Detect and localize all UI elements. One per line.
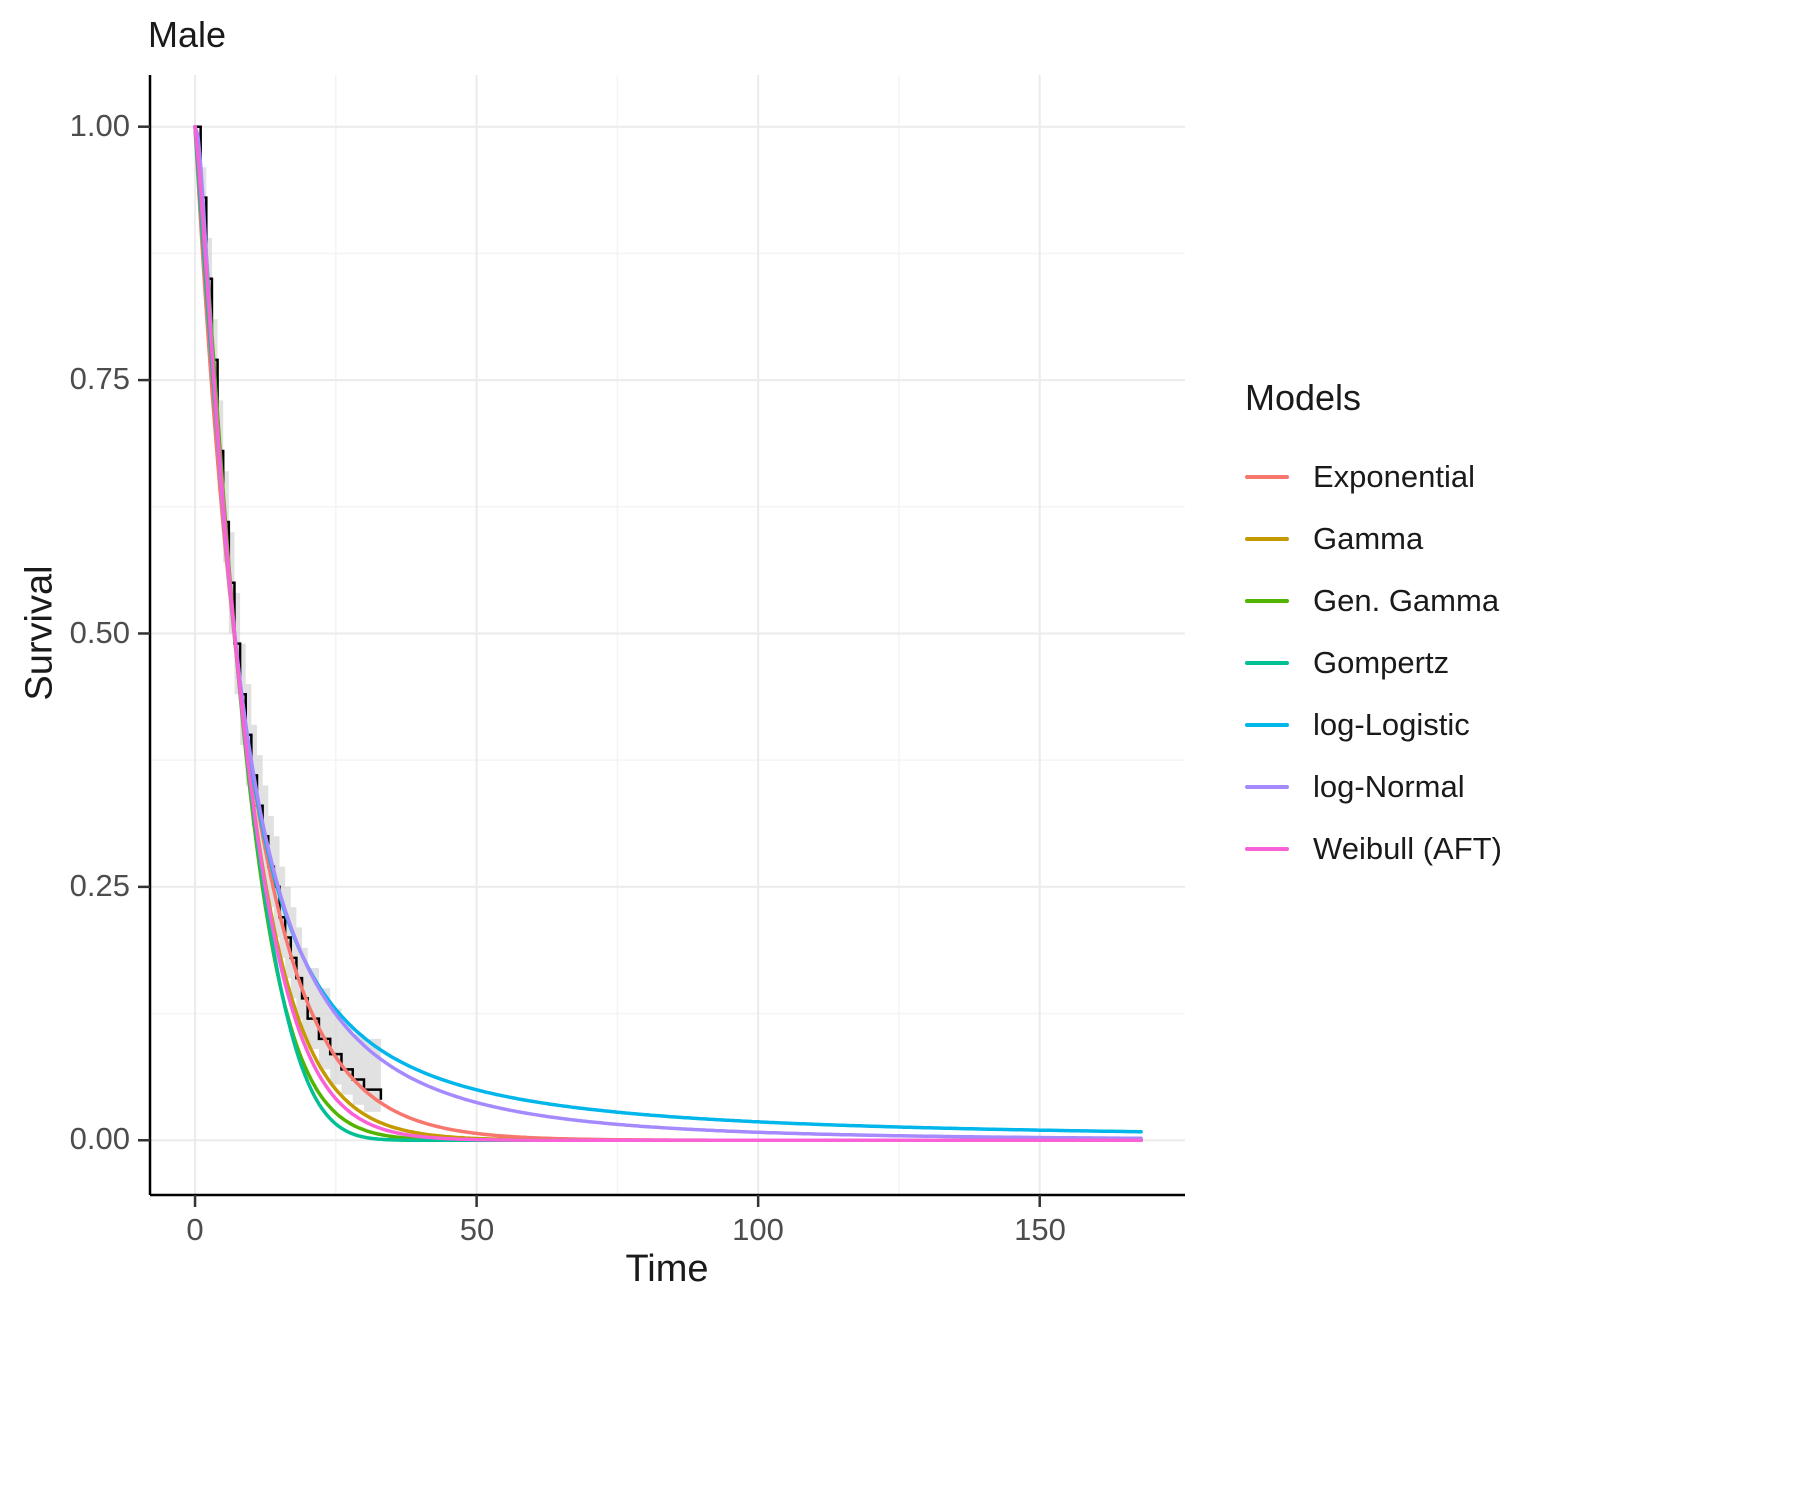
legend-item-weibull-aft: Weibull (AFT) — [1245, 818, 1585, 880]
y-tick-label-0.25: 0.25 — [69, 868, 130, 903]
legend-label: log-Normal — [1313, 769, 1465, 804]
y-tick-label-0.75: 0.75 — [69, 361, 130, 396]
x-tick-label-50: 50 — [459, 1212, 495, 1247]
log-normal-line-swatch — [1245, 785, 1289, 789]
legend-label: Gamma — [1313, 521, 1424, 556]
gen-gamma-line-swatch — [1245, 599, 1289, 603]
log-logistic-line-swatch — [1245, 723, 1289, 727]
legend: Models Exponential Gamma Gen. Gamma Gomp… — [1245, 378, 1585, 880]
x-tick-label-0: 0 — [186, 1212, 204, 1247]
legend-label: Weibull (AFT) — [1313, 831, 1502, 866]
gamma-line-swatch — [1245, 537, 1289, 541]
gompertz-line-swatch — [1245, 661, 1289, 665]
y-tick-label-1.00: 1.00 — [69, 108, 130, 143]
plot-title: Male — [148, 14, 227, 55]
x-tick-label-100: 100 — [732, 1212, 784, 1247]
y-tick-label-0.00: 0.00 — [69, 1121, 130, 1156]
exponential-line-swatch — [1245, 475, 1289, 479]
x-axis-title: Time — [625, 1248, 709, 1290]
legend-item-gen-gamma: Gen. Gamma — [1245, 570, 1585, 632]
legend-title: Models — [1245, 377, 1362, 418]
legend-item-log-normal: log-Normal — [1245, 756, 1585, 818]
x-tick-label-150: 150 — [1014, 1212, 1066, 1247]
legend-item-gamma: Gamma — [1245, 508, 1585, 570]
y-tick-label-0.50: 0.50 — [69, 615, 130, 650]
legend-label: Gompertz — [1313, 645, 1450, 680]
legend-item-gompertz: Gompertz — [1245, 632, 1585, 694]
legend-label: Exponential — [1313, 459, 1476, 494]
weibull-aft-line-swatch — [1245, 847, 1289, 851]
legend-label: log-Logistic — [1313, 707, 1470, 742]
legend-item-exponential: Exponential — [1245, 446, 1585, 508]
legend-item-log-logistic: log-Logistic — [1245, 694, 1585, 756]
legend-label: Gen. Gamma — [1313, 583, 1500, 618]
